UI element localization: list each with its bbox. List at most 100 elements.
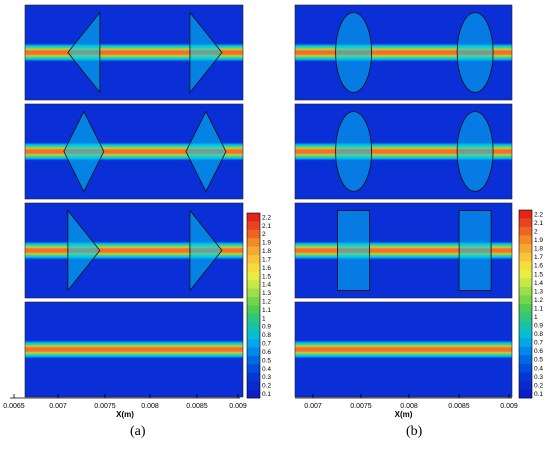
colorbar-tick-label: 0.8 <box>534 331 543 338</box>
colorbar-swatch <box>519 321 532 330</box>
caption-b: (b) <box>406 424 423 439</box>
domain-border <box>294 301 513 398</box>
colorbar-tick-label: 1.3 <box>262 290 271 297</box>
colorbar-swatch <box>247 355 260 365</box>
colorbar-swatch <box>519 304 532 313</box>
colorbar-tick-label: 0.9 <box>262 324 271 331</box>
colorbar-swatch <box>519 355 532 365</box>
colorbar-swatch <box>519 312 532 322</box>
colorbar-tick-label: 1.5 <box>262 273 271 280</box>
core-band <box>295 148 512 155</box>
colorbar-swatch <box>247 255 260 264</box>
colorbar-swatch <box>247 330 260 340</box>
colorbar: 2.22.121.91.81.71.61.51.41.31.21.110.90.… <box>246 212 271 399</box>
x-tick-label: 0.0085 <box>448 403 470 410</box>
colorbar-swatch <box>519 363 532 373</box>
contour-row-3 <box>24 202 244 299</box>
contour-row-1 <box>24 4 244 101</box>
x-tick-label: 0.009 <box>229 403 247 410</box>
colorbar-tick-label: 1.7 <box>534 254 543 261</box>
colorbar-swatch <box>247 381 260 390</box>
colorbar-tick-label: 0.1 <box>262 391 271 398</box>
colorbar-tick-label: 1.4 <box>262 282 271 289</box>
colorbar-swatch <box>247 238 260 247</box>
figure-panel-a: 0.0065 0.007 0.0075 0.008 0.0085 0.009 X(m) 2.2… <box>0 0 275 449</box>
contour-row-3 <box>294 202 513 299</box>
colorbar-tick-label: 0.3 <box>534 374 543 381</box>
colorbar-swatch <box>247 213 260 222</box>
colorbar-tick-label: 2.1 <box>262 223 271 230</box>
colorbar-tick-label: 1.8 <box>262 248 271 255</box>
colorbar-swatch <box>519 286 532 296</box>
colorbar-swatch <box>519 278 532 288</box>
colorbar-swatch <box>519 295 532 305</box>
obstacle-outline <box>337 210 370 291</box>
colorbar-swatch <box>247 280 260 289</box>
obstacle-outline <box>458 210 492 291</box>
obstacle-outline <box>67 209 101 292</box>
colorbar-tick-label: 0.7 <box>262 341 271 348</box>
colorbar-swatch <box>247 322 260 332</box>
contour-row-2 <box>24 103 244 200</box>
contour-row-1 <box>294 4 513 101</box>
colorbar-tick-label: 0.1 <box>534 391 543 398</box>
colorbar-swatch <box>247 313 260 323</box>
colorbar-border <box>246 212 261 399</box>
colorbar-swatch <box>247 229 260 239</box>
x-tick-label: 0.0065 <box>3 403 25 410</box>
colorbar-tick-label: 0.4 <box>534 365 543 372</box>
colorbar-swatch <box>247 339 260 348</box>
x-axis-label: X(m) <box>395 410 413 419</box>
colorbar-tick-label: 1.3 <box>534 288 543 295</box>
core-band <box>295 346 512 353</box>
core-band <box>25 346 243 353</box>
colorbar-tick-label: 2.1 <box>534 220 543 227</box>
colorbar-swatch <box>247 221 260 231</box>
colorbar-swatch <box>519 210 532 219</box>
colorbar-tick-label: 0.4 <box>262 366 271 373</box>
core-band <box>25 247 243 254</box>
colorbar-swatch <box>519 346 532 356</box>
obstacle-shape <box>189 12 222 93</box>
obstacle-shape <box>189 210 222 291</box>
contour-row-4 <box>294 301 513 398</box>
colorbar-swatch <box>247 288 260 298</box>
core-band <box>295 49 512 56</box>
colorbar-swatch <box>247 271 260 281</box>
colorbar-tick-label: 1.5 <box>534 271 543 278</box>
obstacle-outline <box>456 111 494 192</box>
colorbar-tick-label: 0.5 <box>534 357 543 364</box>
colorbar-tick-label: 1.6 <box>534 263 543 270</box>
domain-border <box>294 202 513 299</box>
colorbar-tick-label: 1.2 <box>262 298 271 305</box>
contour-row-4 <box>24 301 244 398</box>
colorbar-swatch <box>247 347 260 357</box>
colorbar-tick-label: 2.2 <box>262 214 271 221</box>
x-tick-label: 0.008 <box>400 403 418 410</box>
colorbar-tick-label: 1.2 <box>534 297 543 304</box>
core-band <box>295 247 512 254</box>
colorbar: 2.22.121.91.81.71.61.51.41.31.21.110.90.… <box>518 209 543 399</box>
colorbar-swatch <box>519 372 532 382</box>
colorbar-tick-label: 1.6 <box>262 265 271 272</box>
core-band <box>25 49 243 56</box>
colorbar-swatch <box>247 364 260 374</box>
obstacle-outline <box>335 12 372 93</box>
contour-plot-b: 0.007 0.0075 0.008 0.0085 0.009X(m)2.22.121.… <box>294 4 543 419</box>
colorbar-tick-label: 0.2 <box>262 383 271 390</box>
colorbar-tick-label: 0.6 <box>262 349 271 356</box>
colorbar-tick-label: 1.9 <box>262 240 271 247</box>
x-tick-label: 0.007 <box>49 403 67 410</box>
x-tick-label: 0.009 <box>500 403 518 410</box>
x-tick-label: 0.0075 <box>350 403 372 410</box>
obstacle-shape <box>67 12 100 93</box>
obstacle-shape <box>337 210 370 291</box>
colorbar-tick-label: 1.7 <box>262 256 271 263</box>
colorbar-swatch <box>247 263 260 273</box>
obstacle-outline <box>456 12 494 93</box>
colorbar-tick-label: 1.1 <box>534 305 543 312</box>
colorbar-swatch <box>247 305 260 315</box>
colorbar-border <box>518 209 533 399</box>
colorbar-swatch <box>247 297 260 306</box>
domain-border <box>294 4 513 101</box>
